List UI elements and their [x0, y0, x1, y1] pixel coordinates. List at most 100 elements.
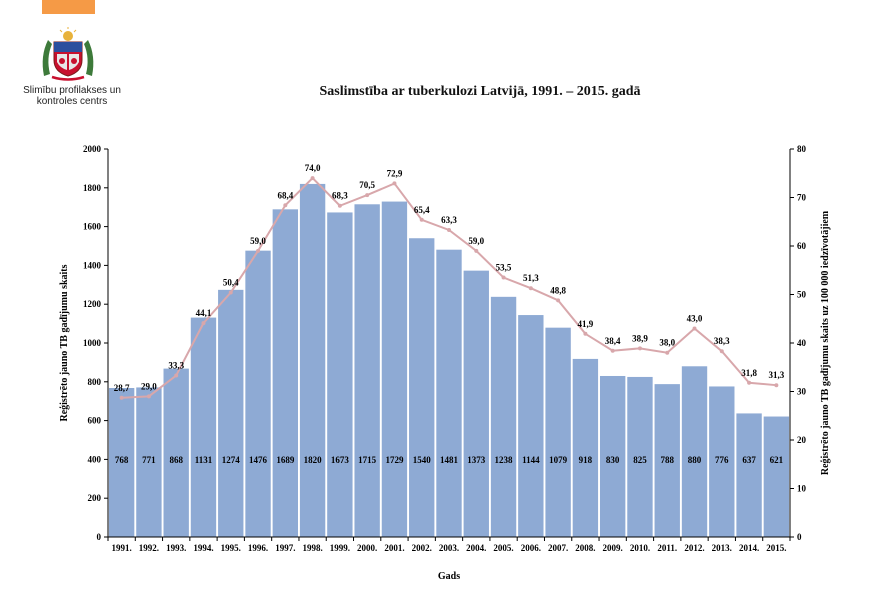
- bar: [218, 289, 244, 537]
- x-tick-label: 2011.: [657, 543, 677, 553]
- x-tick-label: 2012.: [684, 543, 704, 553]
- rate-point: [392, 181, 397, 186]
- rate-value-label: 65,4: [414, 205, 430, 215]
- bar: [272, 209, 298, 537]
- y2-tick-label: 30: [797, 387, 807, 397]
- bar: [709, 386, 735, 537]
- bar: [108, 388, 135, 537]
- x-tick-label: 2002.: [412, 543, 432, 553]
- rate-point: [637, 346, 642, 351]
- coat-of-arms-logo: [42, 27, 94, 81]
- rate-value-label: 59,0: [468, 236, 484, 246]
- x-tick-label: 1994.: [193, 543, 213, 553]
- bar-value-label: 1820: [304, 455, 323, 465]
- x-tick-label: 2005.: [493, 543, 513, 553]
- y2-tick-label: 70: [797, 193, 807, 203]
- y2-tick-label: 60: [797, 241, 807, 251]
- rate-point: [419, 217, 424, 222]
- rate-point: [256, 248, 261, 253]
- x-tick-label: 1992.: [139, 543, 159, 553]
- y-axis-title: Reģistrēto jauno TB gadījumu skaits: [58, 264, 70, 421]
- x-tick-label: 2010.: [630, 543, 650, 553]
- bar: [136, 387, 162, 537]
- rate-value-label: 33,3: [168, 360, 184, 370]
- bar-value-label: 1673: [331, 455, 350, 465]
- rate-value-label: 41,9: [578, 319, 594, 329]
- x-tick-label: 1996.: [248, 543, 268, 553]
- y-tick-label: 1000: [83, 338, 102, 348]
- y2-tick-label: 50: [797, 290, 807, 300]
- org-name-line-2: kontroles centrs: [36, 96, 108, 107]
- bar-value-label: 1729: [385, 455, 404, 465]
- top-accent-bar: [42, 0, 95, 14]
- rate-point: [119, 395, 124, 400]
- bar-value-label: 1481: [440, 455, 459, 465]
- y2-tick-label: 10: [797, 484, 807, 494]
- bar: [736, 413, 762, 537]
- bar: [518, 315, 544, 537]
- y-tick-label: 1600: [83, 222, 102, 232]
- org-name: Slimību profilakses un kontroles centrs: [17, 85, 127, 107]
- x-tick-label: 2015.: [766, 543, 786, 553]
- rate-point: [665, 350, 670, 355]
- rate-point: [146, 394, 151, 399]
- rate-value-label: 51,3: [523, 273, 539, 283]
- rate-point: [583, 331, 588, 336]
- bar-value-label: 830: [606, 455, 620, 465]
- bar-value-label: 637: [742, 455, 756, 465]
- rate-point: [283, 203, 288, 208]
- x-tick-label: 1999.: [330, 543, 350, 553]
- bar-value-label: 788: [660, 455, 674, 465]
- rate-value-label: 48,8: [550, 285, 566, 295]
- rate-value-label: 38,0: [659, 338, 675, 348]
- bar-value-label: 771: [142, 455, 156, 465]
- rate-point: [447, 227, 451, 232]
- rate-point: [201, 321, 206, 326]
- rate-value-label: 68,3: [332, 191, 348, 201]
- bar: [299, 183, 326, 538]
- rate-value-label: 31,3: [768, 370, 784, 380]
- x-tick-label: 2000.: [357, 543, 377, 553]
- bar-value-label: 1144: [522, 455, 540, 465]
- x-tick-label: 2014.: [739, 543, 759, 553]
- x-tick-label: 2003.: [439, 543, 459, 553]
- rate-value-label: 38,4: [605, 336, 621, 346]
- rate-value-label: 28,7: [114, 383, 130, 393]
- rate-value-label: 38,3: [714, 336, 730, 346]
- rate-value-label: 68,4: [277, 190, 293, 200]
- bar: [436, 249, 462, 537]
- bar: [654, 384, 680, 537]
- x-tick-label: 1991.: [112, 543, 132, 553]
- x-tick-label: 1995.: [221, 543, 241, 553]
- rate-point: [719, 349, 724, 354]
- y-tick-label: 600: [88, 416, 102, 426]
- rate-point: [528, 286, 533, 291]
- rate-point: [747, 380, 752, 385]
- y2-tick-label: 0: [797, 532, 802, 542]
- rate-point: [474, 248, 479, 253]
- y2-tick-label: 20: [797, 435, 807, 445]
- rate-point: [365, 193, 370, 198]
- rate-point: [501, 275, 506, 280]
- bar: [627, 376, 653, 537]
- x-tick-label: 2009.: [603, 543, 623, 553]
- bar-value-label: 776: [715, 455, 729, 465]
- chart-title: Saslimstība ar tuberkulozi Latvijā, 1991…: [319, 84, 641, 99]
- y-tick-label: 800: [88, 377, 102, 387]
- bar: [763, 416, 790, 537]
- y-tick-label: 1400: [83, 260, 102, 270]
- y-tick-label: 400: [88, 454, 102, 464]
- bar-value-label: 880: [688, 455, 702, 465]
- bar-value-label: 1079: [549, 455, 568, 465]
- y2-tick-label: 40: [797, 338, 807, 348]
- bar: [190, 317, 217, 537]
- rate-value-label: 29,0: [141, 381, 157, 391]
- rate-point: [774, 383, 779, 388]
- rate-value-label: 53,5: [496, 263, 512, 273]
- y2-axis-title: Reģistrēto jauno TB gadījumu skaits uz 1…: [819, 210, 831, 475]
- rate-value-label: 50,4: [223, 278, 239, 288]
- bar: [490, 296, 517, 537]
- y2-tick-label: 80: [797, 144, 807, 154]
- rate-value-label: 38,9: [632, 333, 648, 343]
